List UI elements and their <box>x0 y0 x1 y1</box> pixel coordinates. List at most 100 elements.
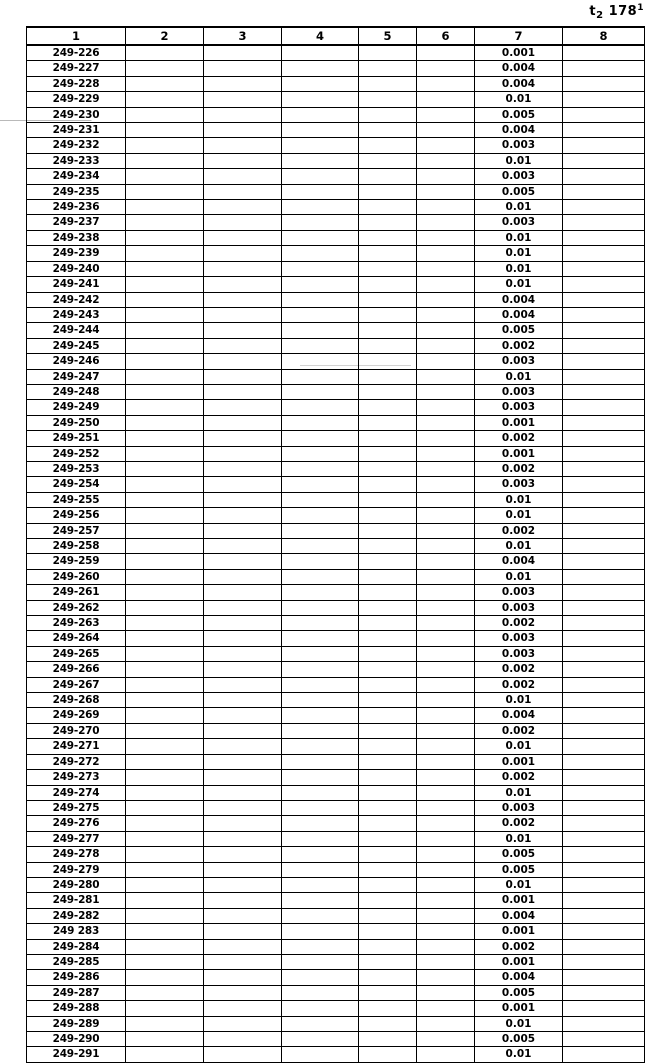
cell-col2 <box>125 306 204 324</box>
cell-col4 <box>281 122 359 139</box>
cell-col1: 249-269 <box>26 707 126 724</box>
cell-col7: 0.002 <box>474 460 563 478</box>
cell-col3 <box>203 599 282 617</box>
cell-col1: 249-228 <box>26 75 126 93</box>
cell-col2 <box>125 60 204 77</box>
cell-col8 <box>562 938 645 955</box>
cell-col1: 249-289 <box>26 1015 126 1033</box>
cell-col8 <box>562 214 645 231</box>
table-row: 249-249 0.003 <box>26 399 645 416</box>
table-row: 249-229 0.01 <box>26 91 645 108</box>
cell-col5 <box>358 984 417 1002</box>
table-row: 249-273 0.002 <box>26 769 645 786</box>
cell-col1: 249-282 <box>26 907 126 925</box>
table-row: 249-247 0.01 <box>26 368 645 385</box>
cell-col7: 0.01 <box>474 91 563 108</box>
cell-col3 <box>203 769 282 786</box>
cell-col7: 0.01 <box>474 260 563 278</box>
cell-col5 <box>358 199 417 216</box>
cell-col5 <box>358 229 417 247</box>
cell-col2 <box>125 830 204 848</box>
cell-col1: 249-240 <box>26 260 126 278</box>
table-row: 249-244 0.005 <box>26 322 645 339</box>
table-row: 249-239 0.01 <box>26 245 645 262</box>
cell-col1: 249-290 <box>26 1030 126 1048</box>
cell-col3 <box>203 645 282 663</box>
table-row: 249-287 0.005 <box>26 984 645 1002</box>
cell-col6 <box>416 106 475 124</box>
cell-col8 <box>562 199 645 216</box>
cell-col8 <box>562 229 645 247</box>
table-row: 249-250 0.001 <box>26 414 645 432</box>
cell-col2 <box>125 507 204 524</box>
cell-col4 <box>281 661 359 678</box>
cell-col2 <box>125 692 204 709</box>
column-header-7: 7 <box>474 26 563 46</box>
table-row: 249-228 0.004 <box>26 75 645 93</box>
cell-col1: 249-237 <box>26 214 126 231</box>
cell-col2 <box>125 522 204 540</box>
cell-col8 <box>562 122 645 139</box>
cell-col8 <box>562 846 645 863</box>
table-row: 249-286 0.004 <box>26 969 645 986</box>
cell-col4 <box>281 969 359 986</box>
cell-col7: 0.003 <box>474 214 563 231</box>
cell-col3 <box>203 892 282 909</box>
cell-col2 <box>125 553 204 570</box>
cell-col8 <box>562 44 645 62</box>
cell-col5 <box>358 584 417 601</box>
cell-col3 <box>203 245 282 262</box>
cell-col5 <box>358 152 417 170</box>
table-row: 249-278 0.005 <box>26 846 645 863</box>
cell-col6 <box>416 229 475 247</box>
cell-col5 <box>358 645 417 663</box>
cell-col3 <box>203 876 282 894</box>
cell-col6 <box>416 137 475 154</box>
cell-col6 <box>416 799 475 817</box>
table-row: 249 283 0.001 <box>26 923 645 940</box>
cell-col4 <box>281 75 359 93</box>
cell-col7: 0.005 <box>474 846 563 863</box>
cell-col4 <box>281 137 359 154</box>
cell-col1: 249-247 <box>26 368 126 385</box>
cell-col8 <box>562 738 645 755</box>
table-row: 249-252 0.001 <box>26 445 645 462</box>
cell-col1: 249-234 <box>26 168 126 185</box>
table-row: 249-248 0.003 <box>26 383 645 401</box>
cell-col7: 0.01 <box>474 537 563 555</box>
cell-col7: 0.002 <box>474 337 563 355</box>
column-header-1: 1 <box>26 26 126 46</box>
cell-col2 <box>125 969 204 986</box>
cell-col2 <box>125 276 204 293</box>
cell-col8 <box>562 861 645 878</box>
cell-col1: 249-230 <box>26 106 126 124</box>
cell-col8 <box>562 137 645 154</box>
cell-col3 <box>203 383 282 401</box>
cell-col6 <box>416 876 475 894</box>
cell-col6 <box>416 322 475 339</box>
cell-col3 <box>203 661 282 678</box>
cell-col3 <box>203 276 282 293</box>
cell-col4 <box>281 291 359 308</box>
cell-col6 <box>416 75 475 93</box>
cell-col3 <box>203 784 282 801</box>
cell-col1: 249-249 <box>26 399 126 416</box>
cell-col4 <box>281 753 359 771</box>
column-header-2: 2 <box>125 26 204 46</box>
page-header: t2 1781 <box>0 0 652 26</box>
table-row: 249-237 0.003 <box>26 214 645 231</box>
cell-col3 <box>203 584 282 601</box>
cell-col5 <box>358 122 417 139</box>
data-table-container: 1 2 3 4 5 6 7 8 249-226 0.001 249-227 0.004… <box>26 26 645 1063</box>
cell-col8 <box>562 60 645 77</box>
cell-col8 <box>562 984 645 1002</box>
cell-col8 <box>562 399 645 416</box>
cell-col8 <box>562 445 645 462</box>
cell-col8 <box>562 876 645 894</box>
cell-col7: 0.004 <box>474 75 563 93</box>
cell-col4 <box>281 245 359 262</box>
cell-col4 <box>281 522 359 540</box>
cell-col3 <box>203 1030 282 1048</box>
cell-col7: 0.003 <box>474 599 563 617</box>
cell-col8 <box>562 830 645 848</box>
